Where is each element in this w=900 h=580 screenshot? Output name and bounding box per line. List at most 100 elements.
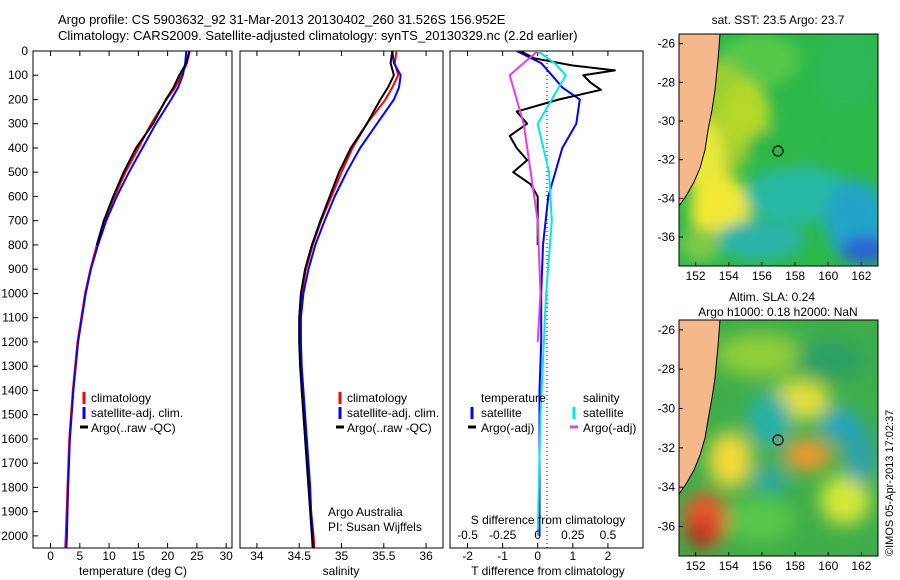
series-line-argo-raw-qc: [298, 51, 395, 548]
lat-tick-label: -32: [658, 153, 676, 167]
legend-label-satellite: satellite-adj. clim.: [91, 406, 183, 420]
lat-tick-label: -34: [658, 480, 676, 494]
y-tick-label: 700: [8, 214, 28, 228]
lon-tick-label: 152: [686, 559, 706, 573]
x-tick-label: 0: [47, 549, 54, 563]
annotation-pi: PI: Susan Wijffels: [328, 520, 422, 534]
lon-tick-label: 160: [818, 269, 838, 283]
y-tick-label: 1600: [1, 432, 28, 446]
lat-tick-label: -30: [658, 114, 676, 128]
x-tick-label: -2: [462, 549, 473, 563]
legend-label-satellite: satellite-adj. clim.: [347, 406, 439, 420]
sst-map: sat. SST: 23.5 Argo: 23.7 152 15: [658, 13, 879, 283]
series-line-argo-raw-qc: [95, 51, 191, 246]
y-tick-label: 600: [8, 189, 28, 203]
sla-map: Altim. SLA: 0.24 Argo h1000: 0.18 h2000:…: [658, 290, 879, 573]
s-tick-label: 0.25: [561, 528, 585, 542]
x-tick-label: 15: [132, 549, 146, 563]
y-tick-label: 1000: [1, 286, 28, 300]
lon-tick-label: 158: [785, 269, 805, 283]
lon-tick-label: 154: [719, 269, 739, 283]
y-tick-label: 500: [8, 165, 28, 179]
x-tick-label: 2: [605, 549, 612, 563]
x-tick-label: 25: [190, 549, 204, 563]
x-tick-label: 1: [569, 549, 576, 563]
y-tick-label: 0: [21, 44, 28, 58]
legend-title-temperature: temperature: [481, 391, 546, 405]
sla-map-title-1: Altim. SLA: 0.24: [729, 290, 815, 304]
salinity-x-axis: 34 34.5 35 35.5 36: [250, 51, 433, 563]
land-mass: [679, 34, 720, 206]
y-tick-label: 1900: [1, 505, 28, 519]
y-tick-label: 800: [8, 238, 28, 252]
x-tick-label: 10: [102, 549, 116, 563]
s-difference-title: S difference from climatology: [471, 513, 626, 527]
coastline: [679, 320, 721, 495]
legend-label-s-satellite: satellite: [583, 406, 624, 420]
lat-tick-label: -32: [658, 441, 676, 455]
lon-tick-label: 162: [851, 269, 871, 283]
salinity-plot-frame: [239, 50, 444, 549]
y-tick-label: 1300: [1, 359, 28, 373]
temperature-x-axis: 0 5 10 15 20 25 30: [47, 51, 233, 563]
depth-axis: 0 100 200 300 400 500 600 700 800 900 1000 1100 1200…: [1, 44, 38, 543]
lon-tick-label: 156: [752, 269, 772, 283]
salinity-x-label: salinity: [323, 564, 360, 578]
s-tick-label: -0.25: [489, 528, 517, 542]
salinity-panel: 34 34.5 35 35.5 36 salinity climatology sate…: [239, 50, 444, 578]
legend-label-s-argo: Argo(-adj): [583, 421, 636, 435]
y-tick-label: 1400: [1, 383, 28, 397]
series-line-satellite-adj-clim: [65, 51, 188, 548]
legend-label-t-satellite: satellite: [481, 406, 522, 420]
legend-title-salinity: salinity: [583, 391, 620, 405]
x-tick-label: 20: [161, 549, 175, 563]
y-tick-label: 1700: [1, 456, 28, 470]
difference-legend: temperature salinity satellite Argo(-adj…: [468, 391, 636, 435]
temperature-legend: climatology satellite-adj. clim. Argo(..…: [80, 391, 183, 435]
difference-x-axis: -2 -1 0 1 2: [462, 51, 612, 563]
sst-map-latitude-axis: -26 -28 -30 -32 -34 -36: [658, 37, 683, 244]
lon-tick-label: 162: [851, 559, 871, 573]
x-tick-label: 35.5: [372, 549, 396, 563]
lat-tick-label: -30: [658, 402, 676, 416]
temperature-profiles: [64, 51, 191, 548]
coastline: [679, 34, 721, 207]
s-tick-label: -0.5: [457, 528, 478, 542]
float-marker: [772, 434, 784, 446]
lat-tick-label: -36: [658, 520, 676, 534]
y-tick-label: 100: [8, 68, 28, 82]
salinity-profiles: [298, 51, 402, 548]
legend-label-argo: Argo(..raw -QC): [347, 421, 432, 435]
y-tick-label: 900: [8, 262, 28, 276]
temperature-plot-frame: [32, 50, 233, 549]
sla-map-title-2: Argo h1000: 0.18 h2000: NaN: [698, 305, 857, 319]
sst-map-title: sat. SST: 23.5 Argo: 23.7: [712, 13, 845, 27]
annotation-argo-australia: Argo Australia: [328, 505, 403, 519]
land-mass: [679, 320, 720, 494]
sla-map-longitude-axis: 152 154 156 158 160 162: [686, 552, 872, 573]
float-marker: [772, 145, 784, 157]
lon-tick-label: 160: [818, 559, 838, 573]
legend-label-t-argo: Argo(-adj): [481, 421, 534, 435]
x-tick-label: -1: [497, 549, 508, 563]
series-line-satellite-adj-clim: [299, 51, 402, 548]
t-difference-x-label: T difference from climatology: [471, 564, 625, 578]
lat-tick-label: -28: [658, 75, 676, 89]
x-tick-label: 34: [250, 549, 264, 563]
header-line-2: Climatology: CARS2009. Satellite-adjuste…: [58, 28, 578, 43]
x-tick-label: 35: [335, 549, 349, 563]
legend-label-climatology: climatology: [91, 391, 151, 405]
y-tick-label: 300: [8, 117, 28, 131]
y-tick-label: 1200: [1, 335, 28, 349]
s-difference-axis: -0.5 -0.25 0 0.25 0.5: [457, 528, 616, 542]
temperature-panel: 0100200300400500600700800900100011001200…: [1, 44, 233, 578]
series-line-salinity-satellite: [536, 51, 567, 536]
sla-map-latitude-axis: -26 -28 -30 -32 -34 -36: [658, 323, 683, 534]
legend-label-argo: Argo(..raw -QC): [91, 421, 176, 435]
difference-panel: -2 -1 0 1 2 T difference from climatology S …: [449, 50, 644, 578]
y-tick-label: 400: [8, 141, 28, 155]
s-tick-label: 0.5: [600, 528, 617, 542]
y-tick-label: 200: [8, 92, 28, 106]
x-tick-label: 30: [219, 549, 233, 563]
lon-tick-label: 152: [686, 269, 706, 283]
